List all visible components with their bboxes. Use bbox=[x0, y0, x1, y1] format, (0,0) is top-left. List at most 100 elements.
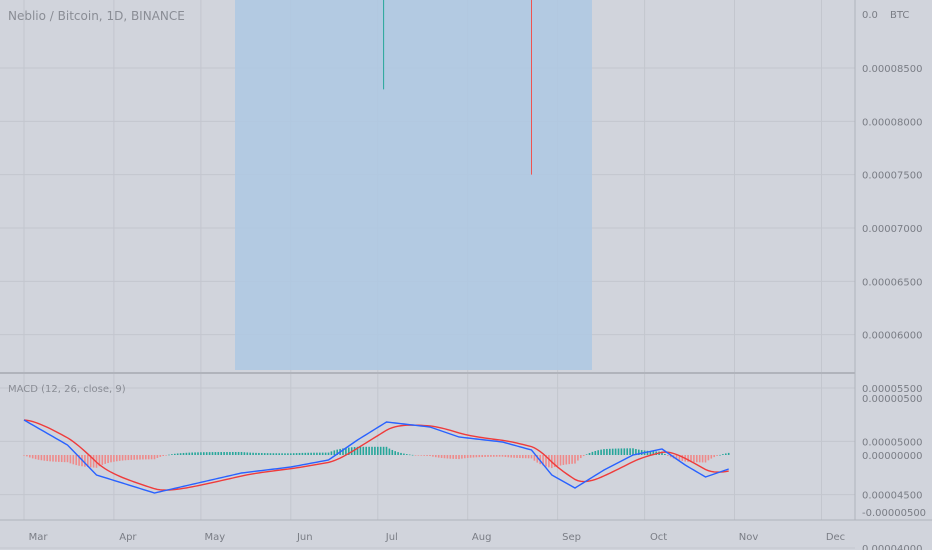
macd-histogram-bar bbox=[179, 453, 182, 455]
macd-histogram-bar bbox=[495, 455, 498, 457]
macd-histogram-bar bbox=[545, 455, 547, 467]
macd-histogram-bar bbox=[701, 455, 704, 463]
macd-histogram-bar bbox=[611, 448, 614, 455]
y-tick-label-3: 0.00007000 bbox=[862, 224, 922, 235]
macd-histogram-bar bbox=[168, 454, 170, 456]
macd-histogram-bar bbox=[556, 455, 559, 467]
macd-histogram-bar bbox=[379, 446, 382, 455]
x-tick-label-1: Apr bbox=[119, 532, 137, 543]
macd-histogram-bar bbox=[374, 446, 376, 455]
macd-histogram-bar bbox=[49, 455, 51, 462]
macd-histogram-bar bbox=[301, 452, 304, 455]
macd-line bbox=[23, 419, 729, 494]
macd-histogram-bar bbox=[716, 455, 718, 456]
y-tick-label-2: 0.00007500 bbox=[862, 171, 922, 182]
macd-histogram-bar bbox=[171, 454, 173, 455]
macd-histogram-bar bbox=[582, 455, 585, 457]
macd-histogram-bar bbox=[597, 450, 599, 455]
macd-histogram-bar bbox=[327, 452, 330, 455]
x-tick-label-5: Aug bbox=[472, 532, 492, 543]
macd-histogram-bar bbox=[377, 446, 379, 455]
macd-histogram-bar bbox=[333, 450, 336, 455]
macd-histogram-bar bbox=[232, 451, 234, 455]
macd-histogram-bar bbox=[432, 455, 434, 457]
macd-histogram-bar bbox=[620, 448, 623, 455]
macd-histogram-bar bbox=[29, 455, 31, 458]
y-tick-label-0: 0.00008500 bbox=[862, 64, 922, 75]
macd-histogram-bar bbox=[667, 455, 669, 456]
macd-histogram-bar bbox=[507, 455, 510, 458]
macd-histogram-bar bbox=[249, 452, 251, 455]
macd-histogram-bar bbox=[388, 448, 391, 455]
macd-histogram-bar bbox=[237, 451, 240, 455]
macd-histogram-bar bbox=[52, 455, 54, 462]
macd-histogram-bar bbox=[142, 455, 144, 460]
macd-histogram-bar bbox=[498, 455, 501, 457]
macd-histogram-bar bbox=[176, 453, 179, 455]
macd-histogram-bar bbox=[31, 455, 34, 459]
x-tick-label-7: Oct bbox=[650, 532, 667, 543]
macd-histogram-bar bbox=[284, 453, 286, 455]
macd-histogram-bar bbox=[440, 455, 443, 458]
macd-histogram-bar bbox=[147, 455, 150, 460]
macd-histogram-bar bbox=[678, 455, 681, 461]
macd-histogram-bar bbox=[690, 455, 692, 462]
macd-histogram-bar bbox=[536, 455, 539, 463]
macd-histogram-bar bbox=[139, 455, 141, 460]
macd-histogram-bar bbox=[246, 452, 249, 455]
macd-histogram-bar bbox=[226, 452, 228, 455]
macd-histogram-bar bbox=[362, 446, 365, 455]
macd-histogram-bar bbox=[159, 455, 162, 457]
macd-histogram-bar bbox=[272, 453, 275, 455]
macd-histogram-bar bbox=[118, 455, 121, 461]
macd-histogram-bar bbox=[704, 455, 707, 463]
macd-histogram-bar bbox=[542, 455, 544, 466]
macd-histogram-bar bbox=[519, 455, 521, 459]
macd-histogram-bar bbox=[136, 455, 138, 460]
y-tick-label-6: 0.00005500 bbox=[862, 384, 922, 395]
macd-histogram-bar bbox=[252, 452, 254, 455]
macd-histogram-bar bbox=[110, 455, 112, 463]
macd-histogram-bar bbox=[60, 455, 63, 463]
macd-histogram-bar bbox=[623, 448, 626, 455]
macd-histogram-bar bbox=[89, 455, 92, 468]
macd-histogram-bar bbox=[516, 455, 518, 458]
macd-histogram-bar bbox=[107, 455, 109, 464]
macd-histogram-bar bbox=[194, 452, 196, 455]
macd-histogram-bar bbox=[539, 455, 541, 465]
macd-histogram-bar bbox=[217, 452, 220, 455]
macd-histogram-bar bbox=[275, 453, 278, 455]
macd-histogram-bar bbox=[243, 452, 246, 455]
fibonacci-retracement[interactable]: 0(0.00007123)0.236(0.00006503)0.382(0.00… bbox=[135, 0, 592, 370]
macd-histogram-bar bbox=[481, 455, 483, 458]
macd-title: MACD (12, 26, close, 9) bbox=[8, 384, 126, 395]
macd-histogram-bar bbox=[368, 446, 370, 455]
macd-histogram-bar bbox=[400, 452, 402, 455]
macd-histogram-bar bbox=[162, 455, 164, 456]
price-axis[interactable] bbox=[855, 0, 932, 550]
macd-histogram-bar bbox=[661, 451, 663, 455]
macd-histogram-bar bbox=[197, 452, 199, 455]
macd-histogram-bar bbox=[553, 455, 556, 468]
macd-histogram-bar bbox=[411, 454, 414, 456]
macd-histogram-bar bbox=[632, 448, 634, 455]
macd-histogram-bar bbox=[484, 455, 486, 457]
macd-histogram-bar bbox=[681, 455, 684, 462]
macd-histogram-bar bbox=[478, 455, 481, 458]
macd-histogram-bar bbox=[417, 455, 420, 456]
x-tick-label-4: Jul bbox=[385, 532, 398, 543]
macd-histogram-bar bbox=[397, 452, 399, 455]
macd-histogram-bar bbox=[113, 455, 115, 462]
macd-histogram-bar bbox=[214, 452, 217, 455]
macd-histogram-bar bbox=[649, 451, 652, 455]
macd-histogram-bar bbox=[600, 449, 602, 455]
macd-histogram-bar bbox=[461, 455, 463, 459]
macd-histogram-bar bbox=[145, 455, 147, 460]
macd-histogram-bar bbox=[449, 455, 452, 459]
macd-histogram-bar bbox=[255, 452, 257, 455]
macd-histogram-bar bbox=[319, 452, 321, 455]
macd-histogram-bar bbox=[652, 451, 655, 455]
macd-histogram-bar bbox=[452, 455, 454, 459]
macd-histogram-bar bbox=[513, 455, 515, 458]
